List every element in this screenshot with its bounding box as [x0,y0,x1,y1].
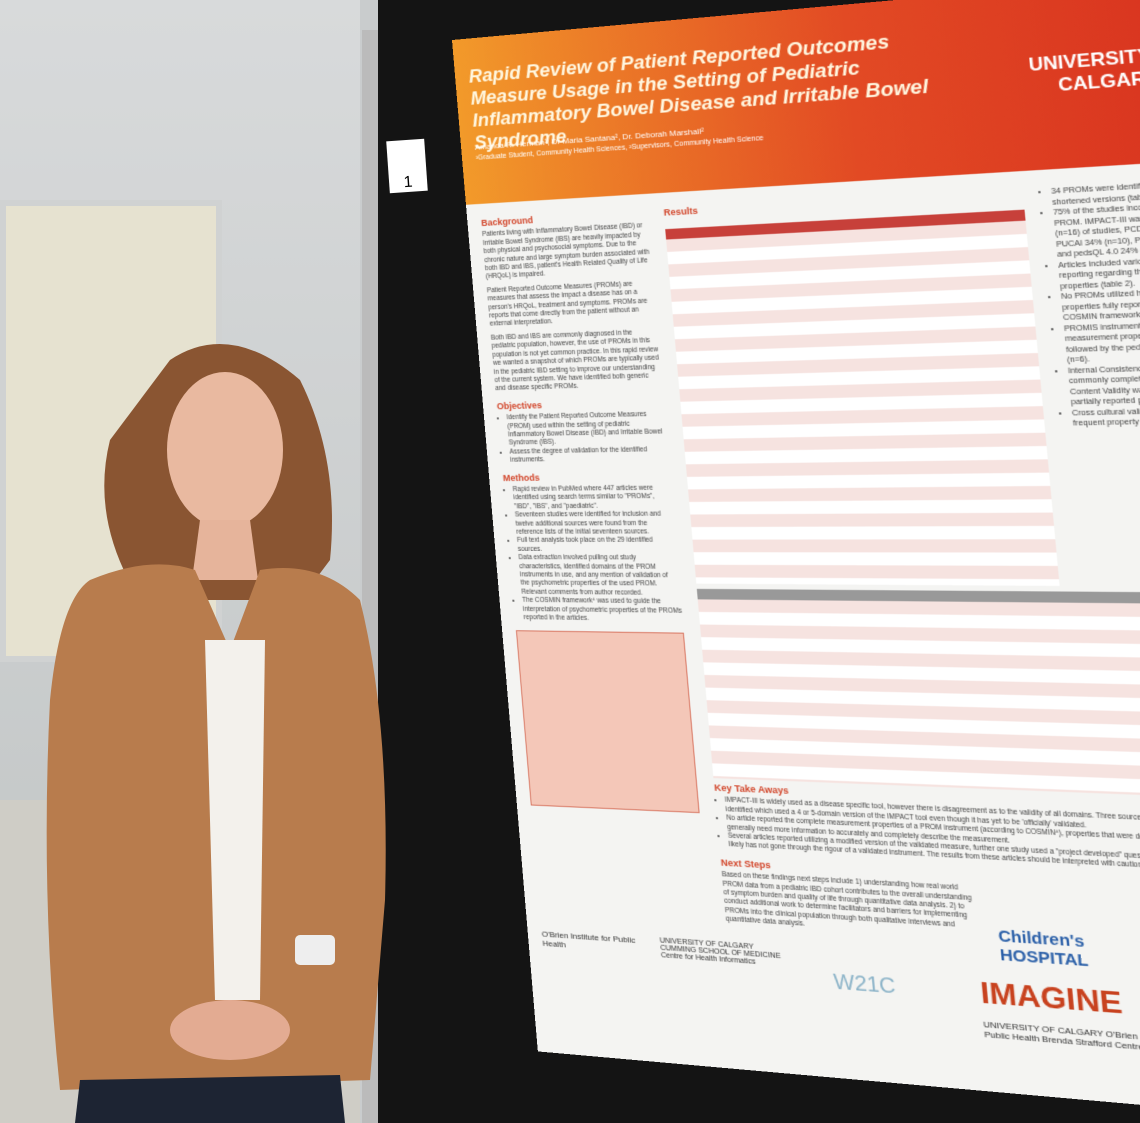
shirt [205,640,265,1000]
pants [75,1075,345,1123]
watch [295,935,335,965]
neck [192,520,258,580]
face [167,372,283,528]
hands [170,1000,290,1060]
